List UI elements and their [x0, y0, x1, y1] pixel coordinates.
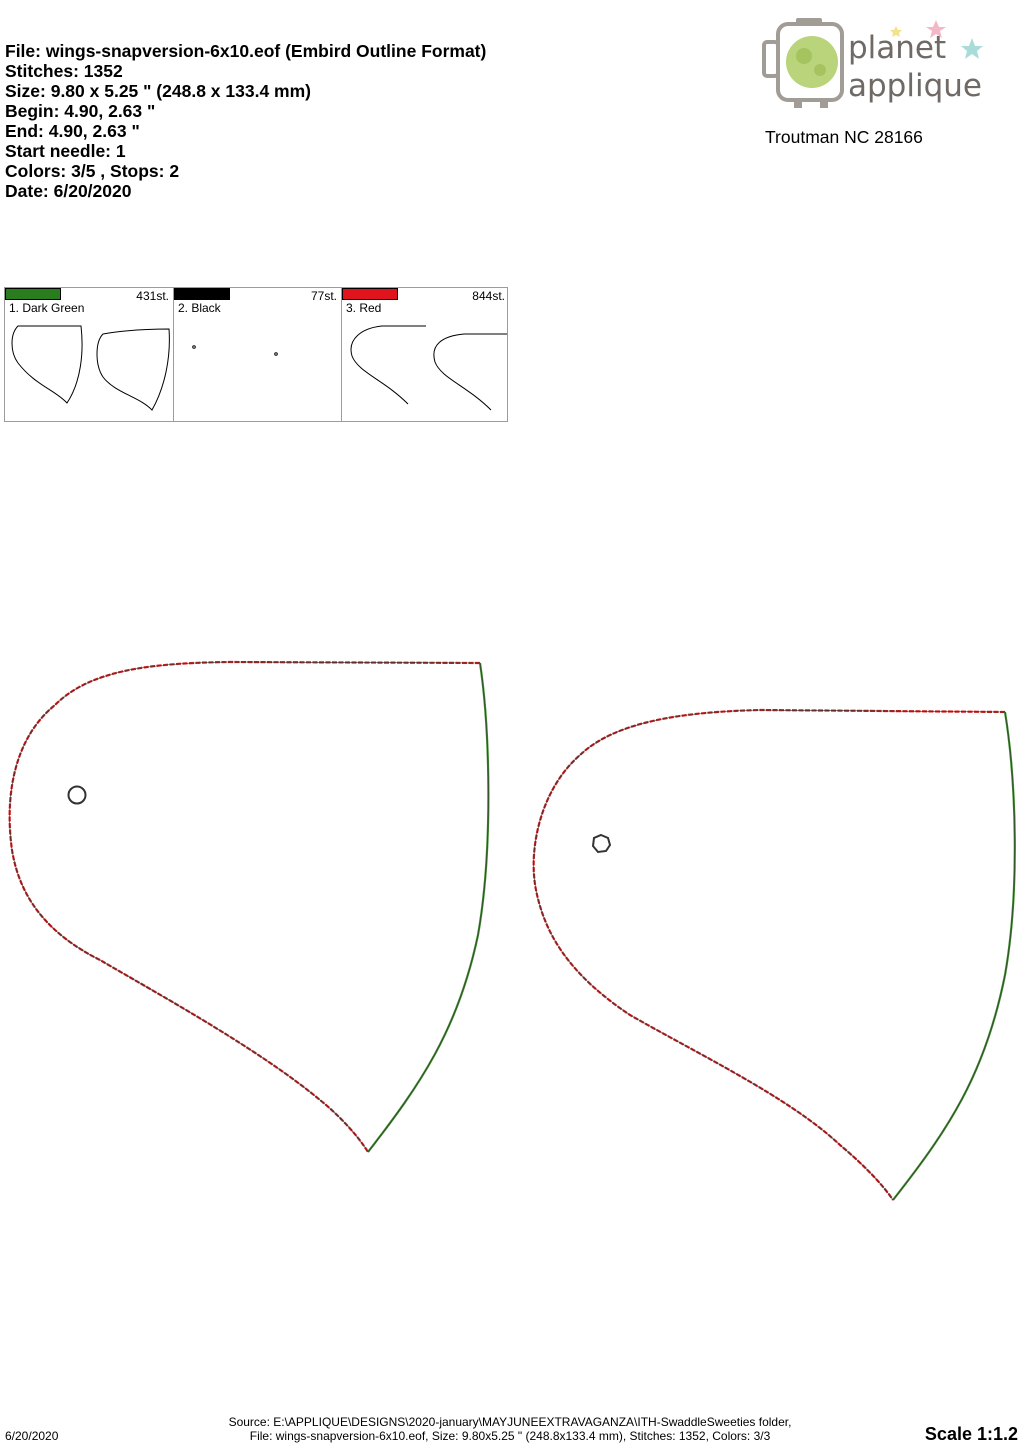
- left-wing: [8, 660, 490, 1153]
- address: Troutman NC 28166: [765, 127, 923, 147]
- stitch-count: 77st.: [310, 289, 337, 303]
- left-wing-red-edge: [8, 660, 481, 1153]
- stitch-count: 431st.: [136, 289, 169, 303]
- color-bar: [174, 288, 230, 300]
- stars-icon: [890, 20, 983, 59]
- footer-date: 6/20/2020: [5, 1429, 59, 1443]
- color-name: 1. Dark Green: [9, 301, 85, 315]
- footer-source-line-2: File: wings-snapversion-6x10.eof, Size: …: [249, 1429, 771, 1443]
- right-wing: [532, 708, 1016, 1201]
- design-info: File: wings-snapversion-6x10.eof (Embird…: [5, 41, 486, 201]
- left-wing-green-edge: [367, 662, 490, 1153]
- sewing-machine-icon: [762, 18, 844, 108]
- right-wing-green-edge: [892, 711, 1016, 1201]
- color-swatches-panel: 431st. 1. Dark Green 77st. 2. Black 844s…: [4, 287, 508, 422]
- swatch-black: 77st. 2. Black: [173, 288, 341, 422]
- date-line: Date: 6/20/2020: [5, 181, 132, 201]
- planet-applique-logo: planet applique: [762, 18, 983, 108]
- color-bar: [342, 288, 398, 300]
- scale-label: Scale 1:1.2: [924, 1424, 1018, 1444]
- footer-source: Source: E:\APPLIQUE\DESIGNS\2020-january…: [190, 1415, 830, 1443]
- right-wing-outline: [533, 709, 1016, 1201]
- preview-dark-green: [11, 325, 170, 411]
- end-line: End: 4.90, 2.63 ": [5, 121, 140, 141]
- snap-hole-left: [67, 785, 87, 805]
- color-bar: [5, 288, 61, 300]
- logo-line-applique: applique: [848, 68, 982, 104]
- begin-line: Begin: 4.90, 2.63 ": [5, 101, 156, 121]
- color-name: 3. Red: [346, 301, 382, 315]
- start-needle-line: Start needle: 1: [5, 141, 126, 161]
- stitches-line: Stitches: 1352: [5, 61, 123, 81]
- preview-black: [192, 345, 278, 356]
- snap-hole-right: [591, 833, 612, 854]
- left-wing-outline: [9, 661, 489, 1153]
- size-line: Size: 9.80 x 5.25 " (248.8 x 133.4 mm): [5, 81, 311, 101]
- stitch-count: 844st.: [472, 289, 505, 303]
- design-preview: [8, 660, 1016, 1201]
- right-wing-red-edge: [532, 708, 1006, 1201]
- logo-line-planet: planet: [848, 30, 946, 66]
- color-name: 2. Black: [178, 301, 221, 315]
- swatch-dark-green: 431st. 1. Dark Green: [5, 288, 173, 422]
- preview-red: [350, 325, 507, 411]
- colors-line: Colors: 3/5 , Stops: 2: [5, 161, 180, 181]
- file-line: File: wings-snapversion-6x10.eof (Embird…: [5, 41, 487, 61]
- swatch-red: 844st. 3. Red: [341, 288, 509, 422]
- footer-source-line-1: Source: E:\APPLIQUE\DESIGNS\2020-january…: [228, 1415, 792, 1429]
